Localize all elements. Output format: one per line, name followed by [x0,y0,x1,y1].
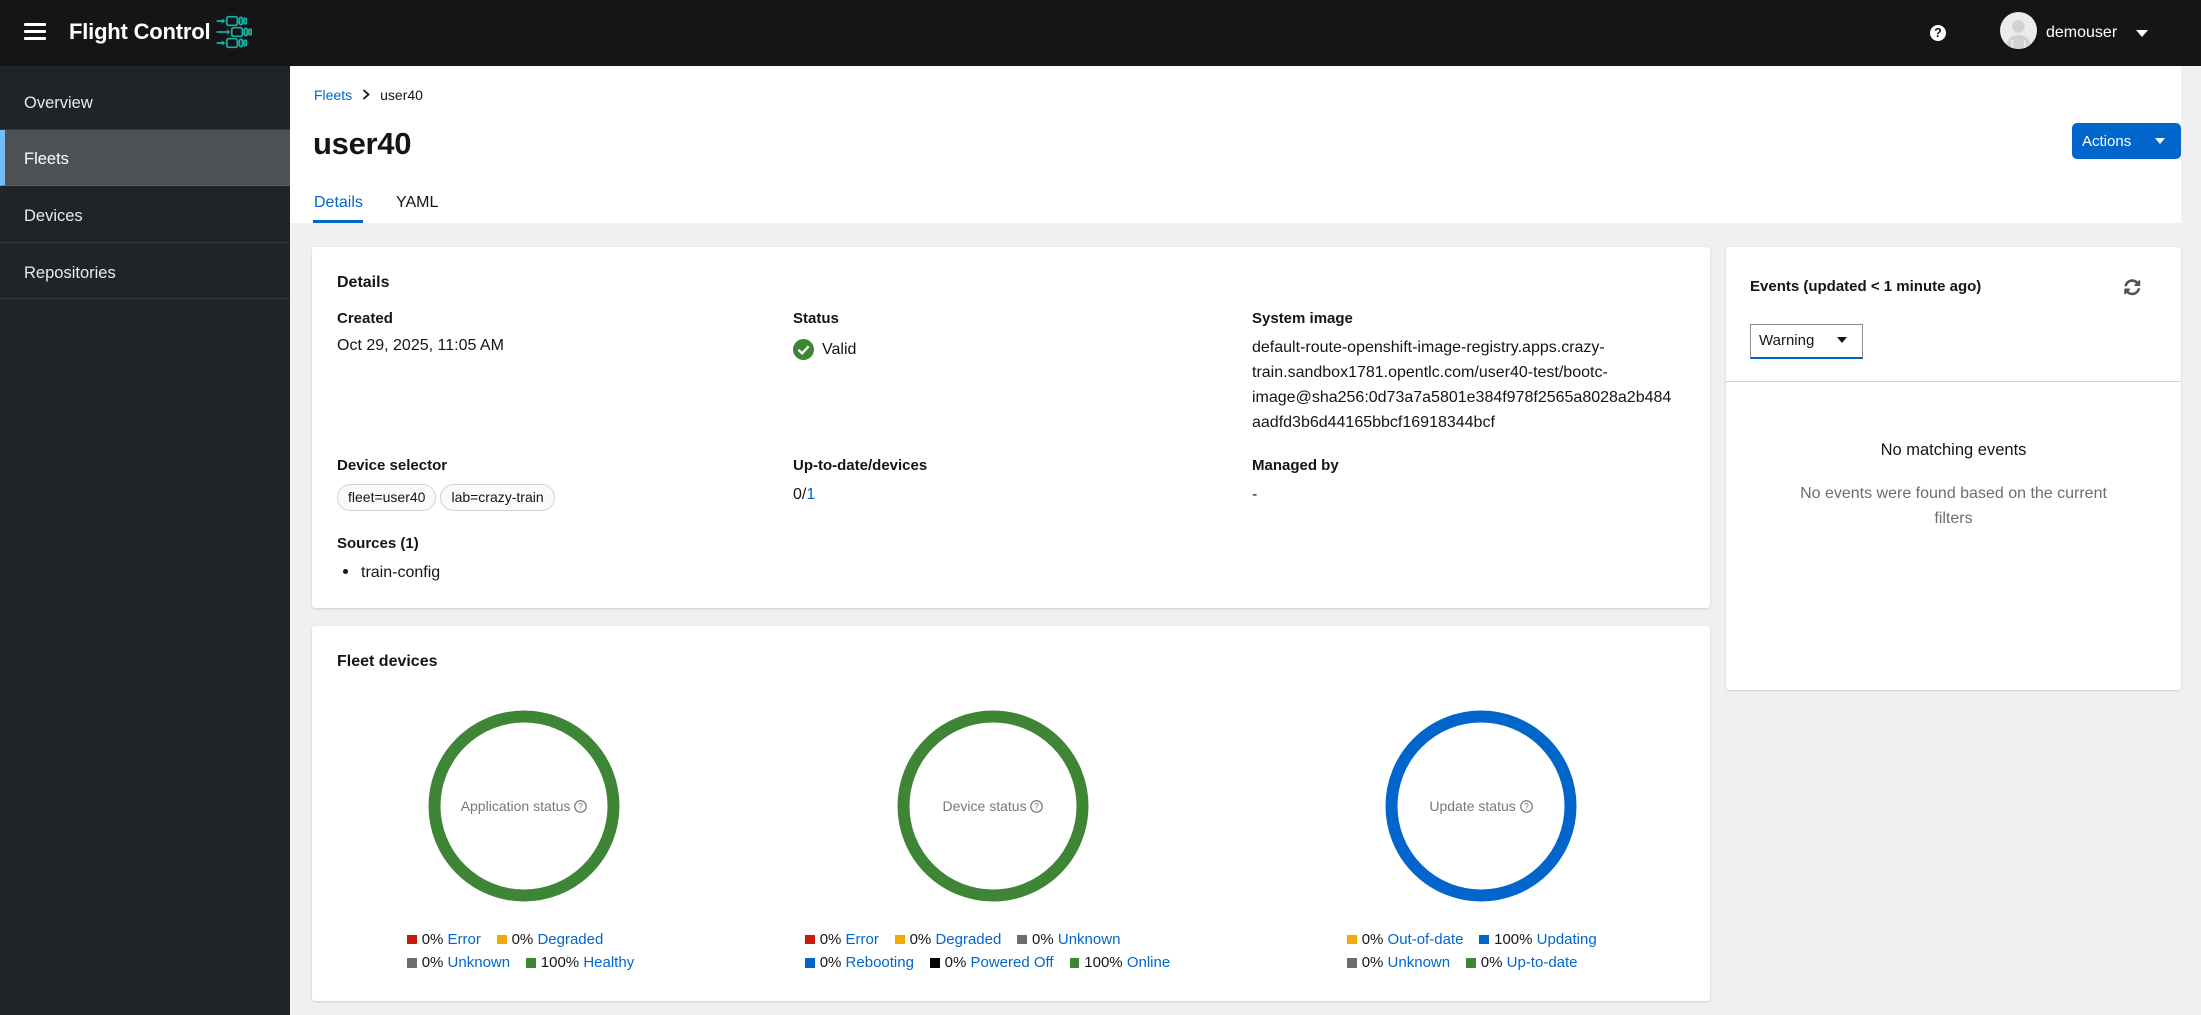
svg-text:?: ? [1524,801,1529,811]
svg-text:?: ? [578,801,583,811]
svg-text:?: ? [1035,801,1040,811]
